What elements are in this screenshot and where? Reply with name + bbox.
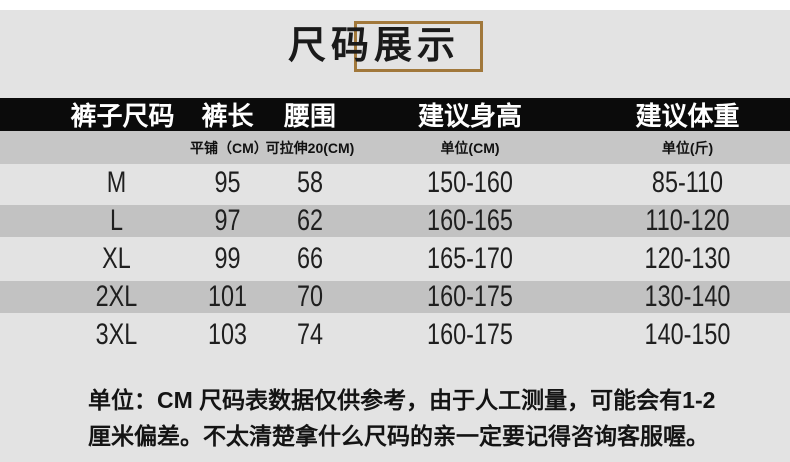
table-body: M 95 58 150-160 85-110 L 97 62 160-165 1… (0, 164, 790, 354)
cell-size: 3XL (95, 318, 138, 351)
cell-waist: 58 (296, 166, 324, 199)
cell-length: 103 (207, 318, 248, 351)
footer-note: 单位：CM 尺码表数据仅供参考，由于人工测量，可能会有1-2 厘米偏差。不太清楚… (88, 382, 715, 454)
column-header-height: 建议身高 (417, 101, 522, 131)
column-header-length: 裤长 (201, 101, 254, 131)
cell-waist: 66 (296, 242, 324, 275)
cell-length: 97 (214, 204, 241, 237)
cell-size: XL (102, 242, 131, 275)
cell-waist: 74 (296, 318, 324, 351)
cell-length: 101 (207, 280, 248, 313)
page-title: 尺码展示 (288, 25, 461, 67)
title-border-box (354, 21, 483, 72)
cell-length: 99 (214, 242, 241, 275)
cell-size: 2XL (95, 280, 138, 313)
column-header-waist: 腰围 (283, 101, 336, 131)
table-row-3xl: 3XL 103 74 160-175 140-150 (0, 316, 790, 354)
cell-length: 95 (214, 166, 241, 199)
table-header-row: 裤子尺码 裤长 腰围 建议身高 建议体重 (0, 98, 790, 131)
subheader-height: 单位(CM) (440, 139, 500, 156)
cell-height: 160-165 (427, 204, 513, 237)
footer-note-line1: 单位：CM 尺码表数据仅供参考，由于人工测量，可能会有1-2 (88, 387, 716, 413)
column-header-size: 裤子尺码 (70, 101, 175, 131)
table-row-l: L 97 62 160-165 110-120 (0, 202, 790, 240)
cell-weight: 140-150 (644, 318, 731, 351)
cell-waist: 62 (296, 204, 324, 237)
column-header-weight: 建议体重 (635, 101, 740, 131)
cell-size: L (109, 204, 123, 237)
cell-height: 165-170 (427, 242, 513, 275)
table-row-xl: XL 99 66 165-170 120-130 (0, 240, 790, 278)
subheader-weight: 单位(斤) (661, 139, 714, 156)
table-row-m: M 95 58 150-160 85-110 (0, 164, 790, 202)
cell-size: M (106, 166, 127, 199)
table-row-2xl: 2XL 101 70 160-175 130-140 (0, 278, 790, 316)
footer-note-line2: 厘米偏差。不太清楚拿什么尺码的亲一定要记得咨询客服喔。 (88, 423, 709, 449)
cell-weight: 110-120 (645, 204, 730, 237)
cell-height: 160-175 (427, 318, 513, 351)
cell-weight: 85-110 (651, 166, 724, 199)
cell-weight: 130-140 (644, 280, 731, 313)
table-subheader-row: 平铺（CM） 可拉伸20(CM) 单位(CM) 单位(斤) (0, 131, 790, 164)
subheader-length: 平铺（CM） (190, 139, 268, 156)
cell-height: 150-160 (427, 166, 513, 199)
cell-weight: 120-130 (644, 242, 731, 275)
cell-waist: 70 (296, 280, 324, 313)
subheader-waist: 可拉伸20(CM) (265, 139, 355, 156)
cell-height: 160-175 (427, 280, 513, 313)
